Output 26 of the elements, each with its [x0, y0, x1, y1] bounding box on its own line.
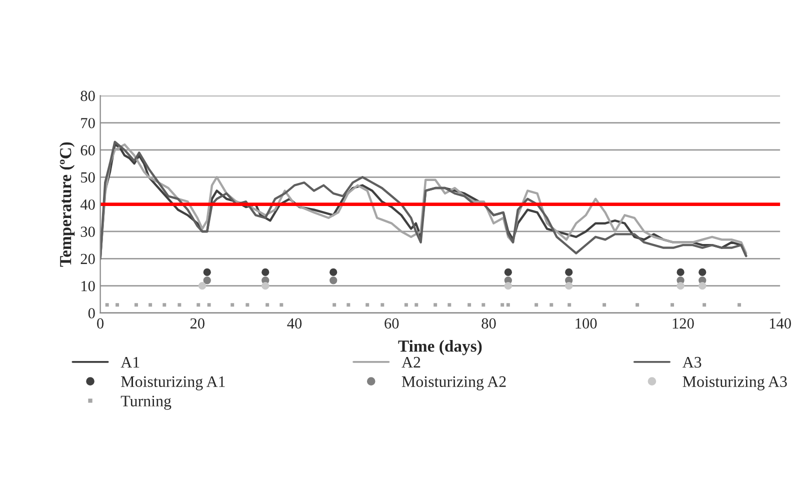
- y-tick-label: 50: [81, 172, 95, 183]
- legend-label: A1: [120, 356, 140, 368]
- x-tick-label: 0: [97, 318, 104, 329]
- legend-label: A3: [682, 356, 702, 368]
- legend-label: A2: [402, 356, 420, 368]
- x-axis-title: Time (days): [398, 340, 482, 356]
- x-tick-label: 20: [190, 318, 204, 329]
- y-tick-label: 70: [81, 118, 95, 128]
- x-tick-label: 100: [576, 318, 597, 329]
- x-tick-label: 80: [482, 318, 496, 329]
- y-tick-label: 40: [80, 199, 95, 210]
- x-tick-label: 140: [770, 318, 791, 329]
- x-tick-label: 40: [287, 318, 302, 329]
- y-tick-label: 20: [80, 254, 95, 264]
- y-tick-label: 10: [82, 280, 95, 292]
- legend-label: Moisturizing A2: [402, 376, 506, 390]
- legend-label: Moisturizing A1: [121, 376, 225, 390]
- x-tick-label: 120: [672, 318, 694, 329]
- y-tick-label: 80: [80, 90, 95, 102]
- x-tick-label: 60: [384, 318, 399, 329]
- y-tick-label: 60: [80, 145, 95, 156]
- y-tick-label: 30: [80, 226, 95, 237]
- legend-label: Turning: [120, 396, 172, 410]
- y-axis-title: Temperature (ºC): [59, 142, 75, 267]
- legend-label: Moisturizing A3: [682, 376, 787, 390]
- y-tick-label: 0: [88, 308, 95, 318]
